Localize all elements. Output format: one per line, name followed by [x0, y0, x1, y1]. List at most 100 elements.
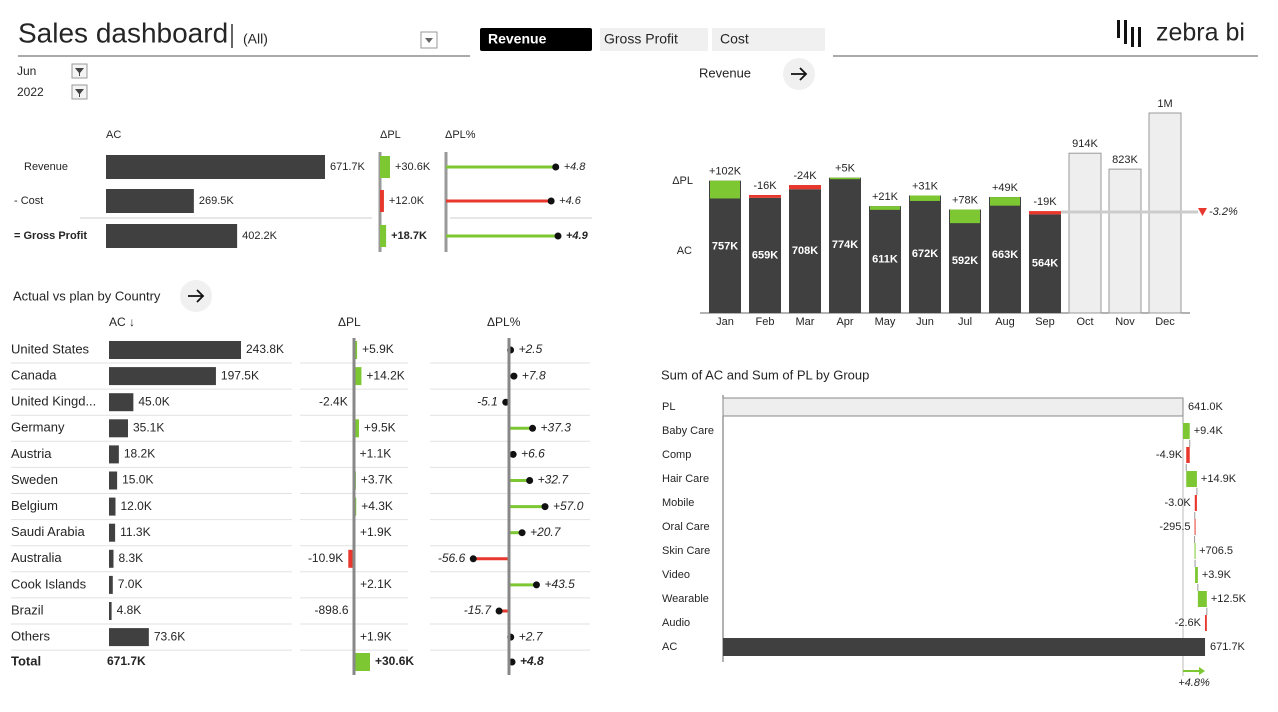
row-label: PL — [662, 401, 675, 413]
ac-bar — [109, 549, 114, 568]
logo: zebra bi — [1117, 19, 1245, 47]
column-header: ΔPL — [338, 315, 361, 329]
ac-column — [909, 195, 941, 313]
ac-label: 663K — [992, 249, 1018, 261]
lollipop-head — [547, 197, 555, 205]
lollipop-head — [541, 503, 549, 511]
tab[interactable] — [712, 28, 825, 51]
filter-icon — [75, 89, 84, 97]
delta-bar — [354, 367, 362, 386]
delta-label: +18.7K — [391, 230, 427, 242]
ac-label: 611K — [872, 253, 898, 265]
delta-bar — [1204, 615, 1207, 631]
delta-bar — [354, 341, 358, 359]
delta-label: +78K — [952, 194, 979, 206]
row-label: AC — [662, 641, 677, 653]
logo-bar — [1117, 20, 1120, 38]
percent-label: -15.7 — [464, 603, 493, 617]
ac-label: 659K — [752, 249, 778, 261]
value-label: 12.0K — [120, 499, 151, 513]
row-label: ΔPL — [672, 175, 693, 187]
delta-label: -3.0K — [1164, 497, 1191, 509]
tab-label[interactable]: Revenue — [488, 31, 547, 47]
column-header: ΔPL — [380, 129, 401, 141]
value-label: 35.1K — [133, 420, 164, 434]
row-label: Total — [11, 653, 41, 668]
delta-bar — [380, 156, 390, 178]
delta-label: +9.5K — [364, 420, 396, 434]
x-tick-label: Sep — [1035, 316, 1055, 328]
percent-label: +37.3 — [541, 420, 572, 434]
ac-bar — [109, 445, 119, 464]
delta-box — [990, 197, 1020, 206]
tab-label[interactable]: Gross Profit — [604, 31, 678, 47]
percent-label: +2.5 — [519, 342, 543, 356]
delta-label: +4.3K — [361, 499, 393, 513]
delta-label: +5.9K — [362, 342, 394, 356]
dropdown-arrow — [425, 38, 433, 43]
delta-bar — [1194, 495, 1197, 511]
delta-label: -19K — [1033, 196, 1057, 208]
ac-column — [749, 197, 781, 313]
row-label: United Kingd... — [11, 394, 96, 409]
percent-label: -56.6 — [438, 551, 466, 565]
delta-label: -898.6 — [314, 603, 348, 617]
delta-label: -295.5 — [1159, 521, 1190, 533]
row-label: Belgium — [11, 498, 58, 513]
x-tick-label: Oct — [1076, 316, 1093, 328]
delta-bar — [1186, 447, 1190, 463]
percent-label: +2.7 — [519, 629, 544, 643]
chart-title: Revenue — [699, 65, 751, 80]
delta-bar — [1194, 543, 1196, 559]
tab[interactable] — [600, 28, 708, 51]
value-label: 7.0K — [118, 577, 143, 591]
ac-column — [1029, 214, 1061, 313]
chart-title: Actual vs plan by Country — [13, 288, 161, 303]
row-label: - Cost — [14, 195, 43, 207]
filter-icon — [75, 68, 84, 76]
arrow-icon — [188, 289, 205, 303]
scenario-selector[interactable]: (All) — [243, 31, 268, 47]
delta-label: +1.9K — [360, 629, 392, 643]
tab-label[interactable]: Cost — [720, 31, 749, 47]
percent-label: +20.7 — [530, 525, 562, 539]
delta-label: -2.6K — [1175, 617, 1202, 629]
delta-label: -4.9K — [1156, 449, 1183, 461]
value-label: 18.2K — [124, 447, 155, 461]
ac-bar — [723, 638, 1206, 656]
delta-label: +1.1K — [360, 447, 392, 461]
total-label: -3.2% — [1209, 206, 1238, 218]
value-label: 4.8K — [117, 603, 142, 617]
value-label: 45.0K — [138, 394, 169, 408]
x-tick-label: Aug — [995, 316, 1015, 328]
lollipop-head — [518, 529, 526, 537]
ac-bar — [106, 189, 194, 213]
x-tick-label: Jan — [716, 316, 734, 328]
x-tick-label: Feb — [756, 316, 775, 328]
delta-bar — [1186, 471, 1197, 487]
lollipop-head — [469, 555, 477, 563]
ac-column — [789, 189, 821, 313]
value-label: 671.7K — [1210, 641, 1246, 653]
column-header: ΔPL% — [487, 315, 521, 329]
tab[interactable] — [480, 28, 592, 51]
ac-label: 774K — [832, 239, 858, 251]
ac-bar — [109, 393, 134, 412]
row-label: Skin Care — [662, 545, 710, 557]
value-label: 243.8K — [246, 342, 284, 356]
ac-bar — [109, 523, 116, 542]
x-tick-label: May — [875, 316, 896, 328]
row-label: Cook Islands — [11, 576, 87, 591]
delta-label: +31K — [912, 180, 939, 192]
percent-label: +4.8 — [564, 161, 587, 173]
x-tick-label: Jun — [916, 316, 934, 328]
row-label: Video — [662, 569, 690, 581]
ac-column — [869, 206, 901, 313]
ac-bar — [109, 367, 216, 386]
value-label: 671.7K — [107, 654, 146, 668]
value-label: 197.5K — [221, 368, 259, 382]
delta-label: +12.0K — [389, 195, 425, 207]
row-label: Mobile — [662, 497, 694, 509]
ac-column — [949, 209, 981, 313]
